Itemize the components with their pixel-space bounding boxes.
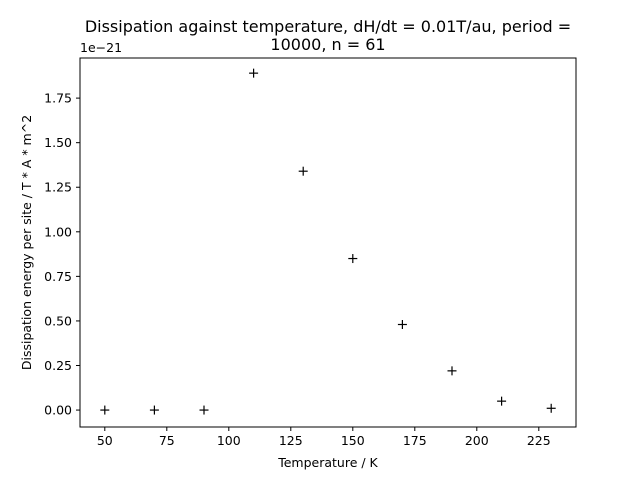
plot-area xyxy=(79,57,577,428)
data-point-marker xyxy=(546,403,556,413)
y-axis-ticks: 0.00 0.25 0.50 0.75 1.00 1.25 1.50 1.75 xyxy=(44,91,80,418)
data-point-marker xyxy=(397,320,407,329)
y-offset-text: 1e−21 xyxy=(80,40,122,55)
y-tick-label: 0.50 xyxy=(44,313,72,328)
y-tick-label: 1.00 xyxy=(44,224,72,239)
y-tick-label: 0.75 xyxy=(44,269,72,284)
y-axis-label: Dissipation energy per site / T * A * m^… xyxy=(19,115,34,370)
chart-title-line-1: Dissipation against temperature, dH/dt =… xyxy=(85,17,571,36)
y-tick-label: 1.50 xyxy=(44,135,72,150)
x-tick-label: 100 xyxy=(217,433,241,448)
data-point-marker xyxy=(298,166,308,176)
y-tick-label: 0.00 xyxy=(44,403,72,418)
data-point-marker xyxy=(199,405,209,415)
x-tick-label: 125 xyxy=(279,433,303,448)
x-tick-label: 200 xyxy=(465,433,489,448)
x-tick-label: 175 xyxy=(403,433,427,448)
chart-title-line-2: 10000, n = 61 xyxy=(270,35,385,54)
y-tick-label: 1.25 xyxy=(44,180,72,195)
data-point-marker xyxy=(447,366,457,376)
x-tick-label: 75 xyxy=(159,433,175,448)
x-tick-label: 150 xyxy=(341,433,365,448)
y-tick-label: 0.25 xyxy=(44,358,72,373)
data-point-marker xyxy=(100,405,110,415)
x-axis-ticks: 50 75 100 125 150 175 200 225 xyxy=(97,427,551,448)
x-tick-label: 50 xyxy=(97,433,113,448)
data-point-marker xyxy=(249,68,259,78)
x-tick-label: 225 xyxy=(527,433,551,448)
y-tick-label: 1.75 xyxy=(44,91,72,106)
x-axis-label: Temperature / K xyxy=(277,455,378,470)
data-markers xyxy=(100,68,556,415)
data-point-marker xyxy=(149,405,159,415)
data-point-marker xyxy=(497,396,507,406)
data-point-marker xyxy=(348,254,358,264)
